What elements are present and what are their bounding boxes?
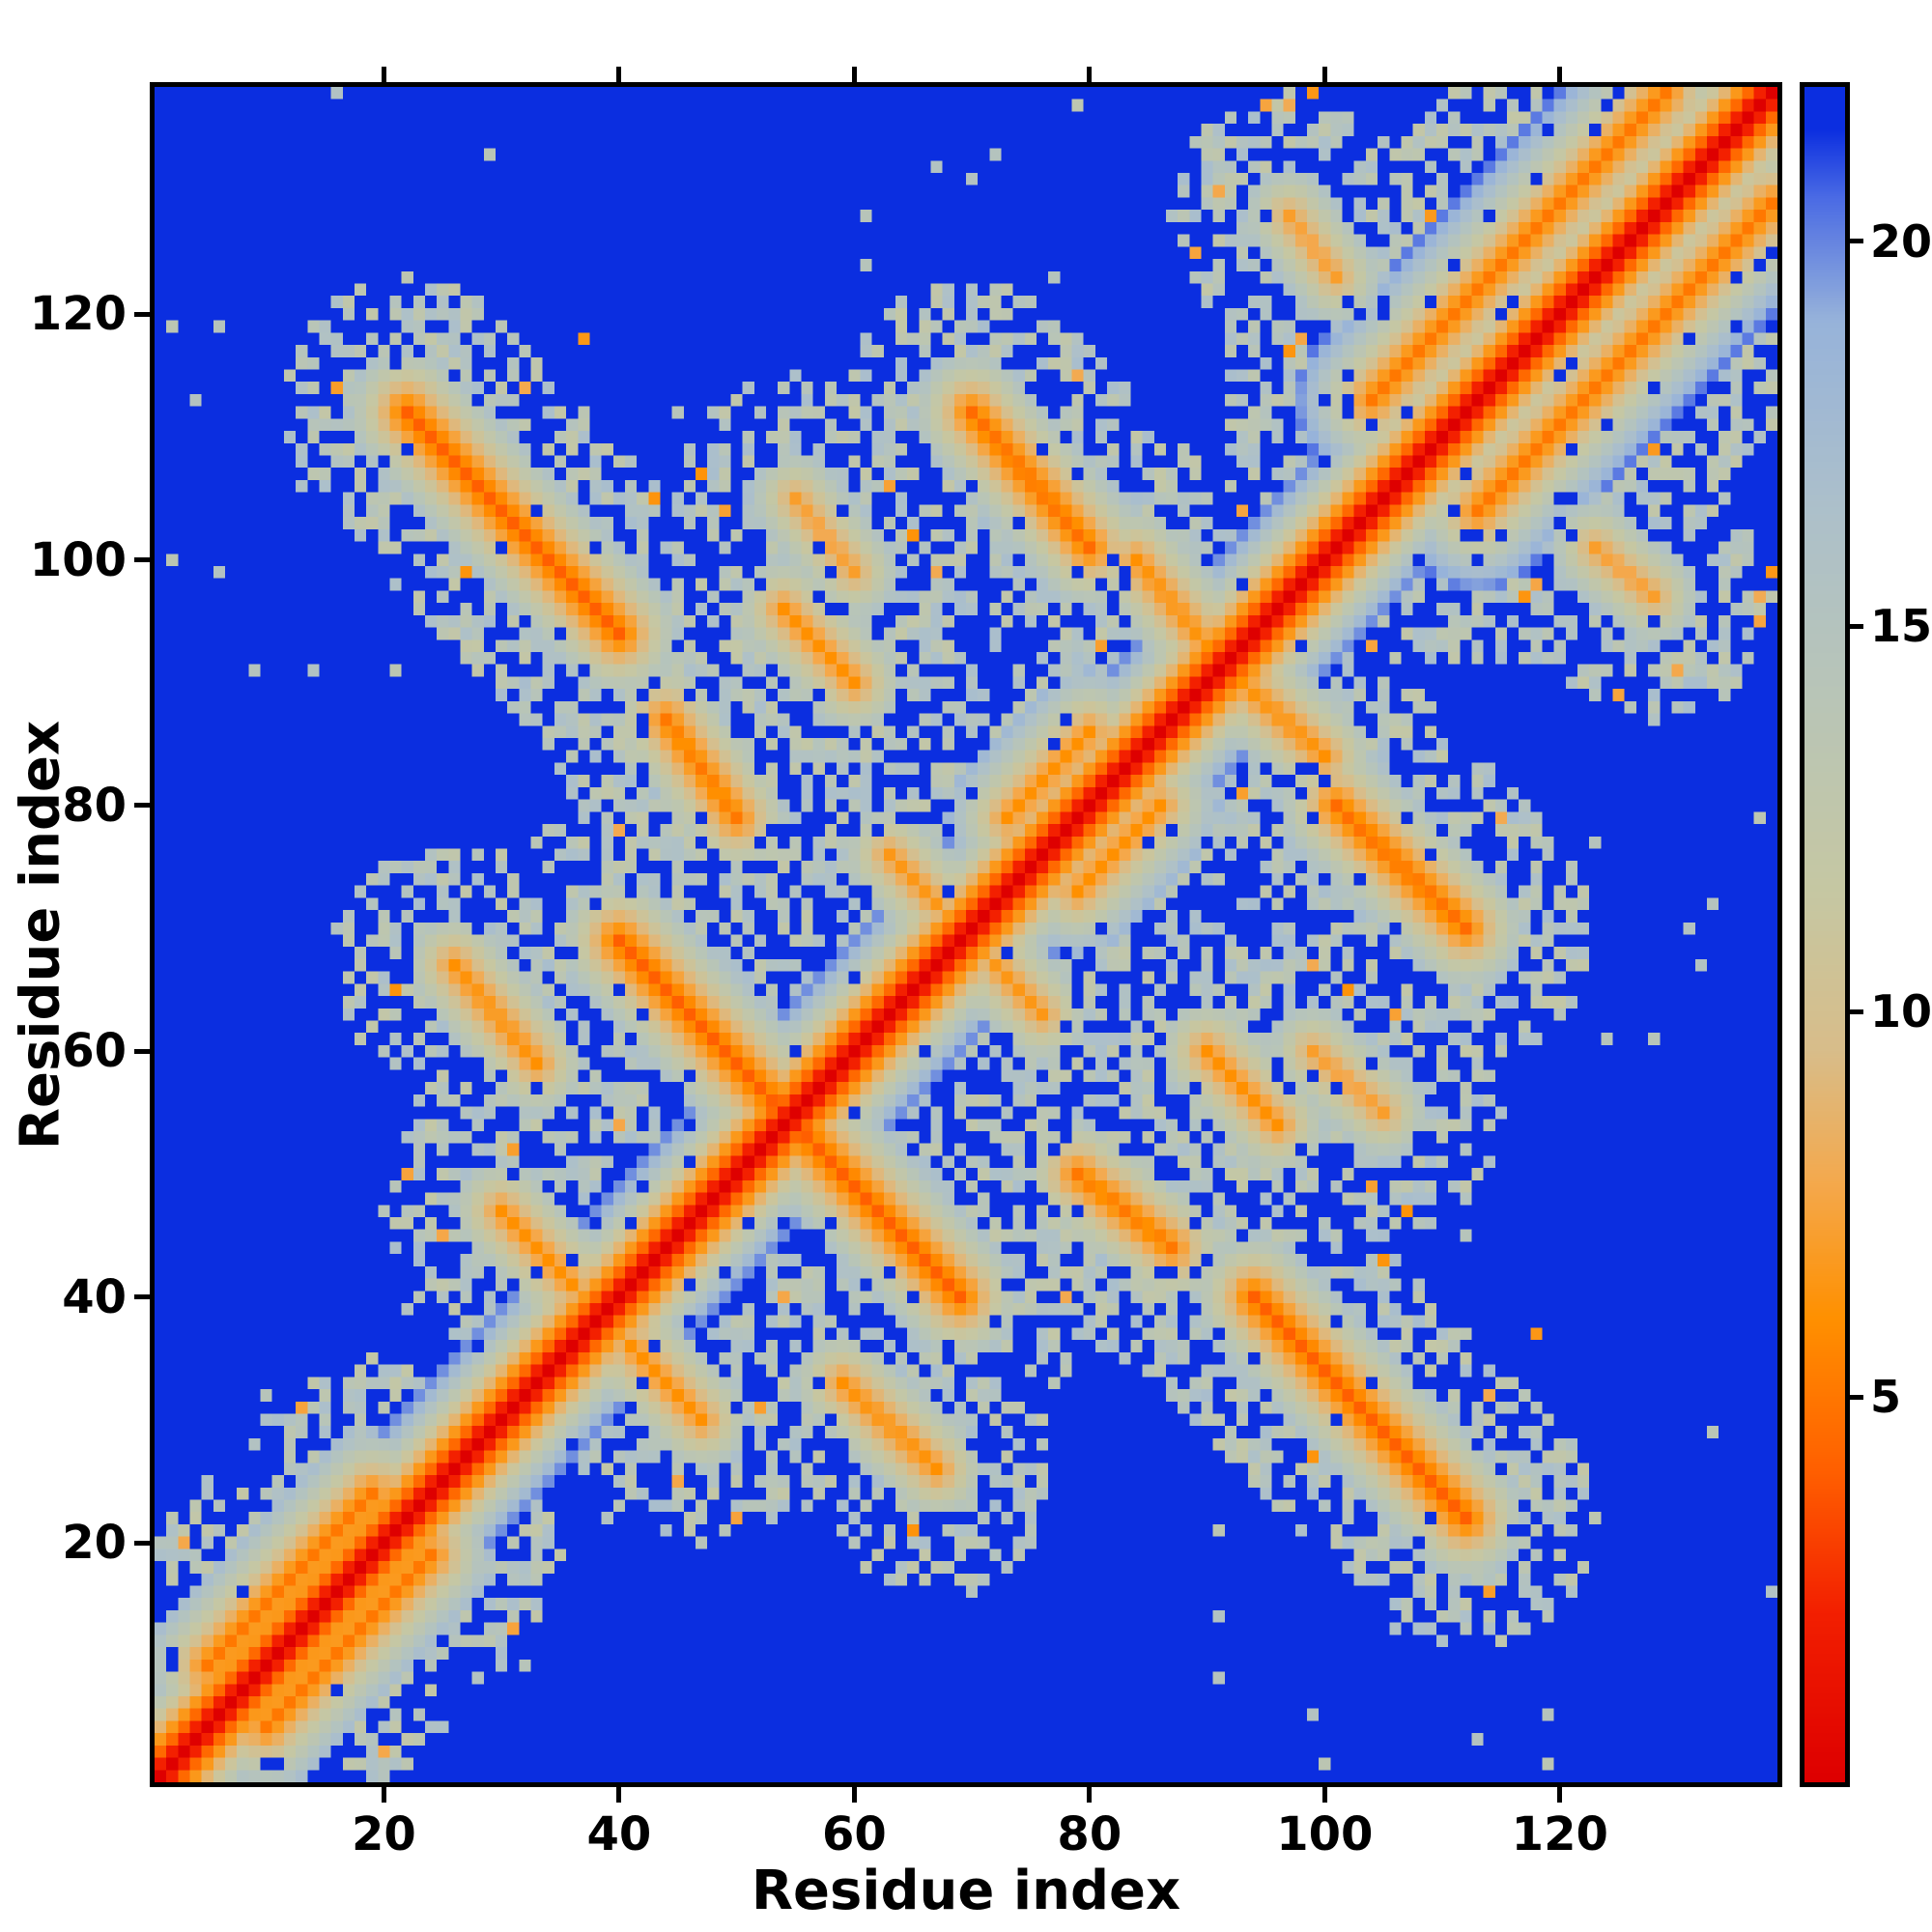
x-tick-label: 20 <box>351 1807 416 1861</box>
y-tick-mark-left <box>134 1540 150 1546</box>
colorbar-tick-mark <box>1850 1394 1863 1400</box>
colorbar-tick-label: 10 <box>1870 985 1932 1038</box>
heatmap-canvas <box>155 87 1777 1782</box>
x-tick-mark-top <box>381 67 386 82</box>
x-tick-label: 100 <box>1276 1807 1374 1861</box>
x-tick-mark-top <box>1557 67 1563 82</box>
x-tick-label: 60 <box>821 1807 887 1861</box>
colorbar-tick-mark <box>1850 623 1863 629</box>
heatmap-plot <box>150 82 1782 1787</box>
x-tick-mark-bottom <box>1087 1787 1093 1803</box>
y-tick-mark-left <box>134 311 150 317</box>
y-tick-label: 120 <box>29 287 127 342</box>
x-tick-mark-bottom <box>851 1787 857 1803</box>
y-tick-label: 100 <box>29 532 127 587</box>
y-tick-mark-left <box>134 1294 150 1300</box>
x-tick-label: 40 <box>586 1807 652 1861</box>
colorbar-tick-label: 5 <box>1870 1371 1902 1424</box>
y-tick-mark-left <box>134 803 150 809</box>
y-tick-label: 60 <box>62 1024 127 1079</box>
x-tick-mark-top <box>616 67 622 82</box>
x-axis-label: Residue index <box>751 1860 1181 1922</box>
x-tick-mark-bottom <box>1321 1787 1327 1803</box>
x-tick-mark-top <box>851 67 857 82</box>
y-tick-label: 40 <box>62 1269 127 1324</box>
x-tick-mark-bottom <box>381 1787 386 1803</box>
x-tick-mark-top <box>1321 67 1327 82</box>
x-tick-mark-top <box>1087 67 1093 82</box>
colorbar-canvas <box>1804 87 1845 1782</box>
y-tick-mark-left <box>134 557 150 563</box>
colorbar-tick-mark <box>1850 239 1863 244</box>
y-tick-label: 20 <box>62 1516 127 1570</box>
x-tick-mark-bottom <box>616 1787 622 1803</box>
x-tick-label: 120 <box>1511 1807 1608 1861</box>
y-tick-mark-left <box>134 1048 150 1054</box>
colorbar-tick-label: 15 <box>1870 600 1932 653</box>
x-tick-mark-bottom <box>1557 1787 1563 1803</box>
colorbar <box>1800 82 1850 1787</box>
x-tick-label: 80 <box>1057 1807 1122 1861</box>
colorbar-tick-mark <box>1850 1009 1863 1014</box>
y-tick-label: 80 <box>62 778 127 833</box>
colorbar-tick-label: 20 <box>1870 214 1932 268</box>
